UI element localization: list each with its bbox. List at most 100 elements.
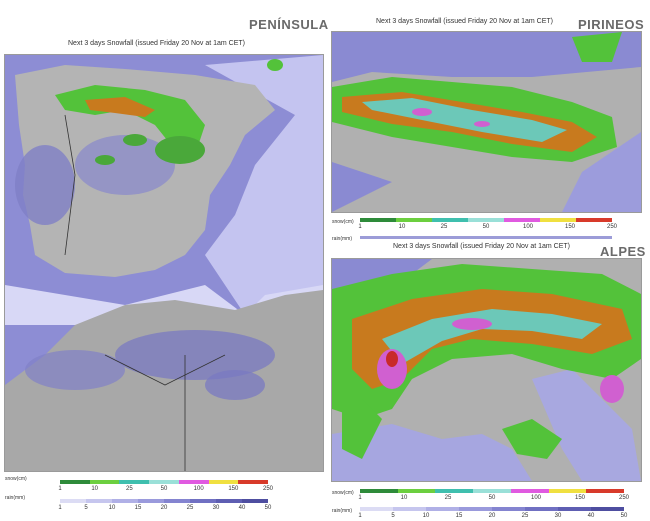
legend-tick-label: 25 [125, 486, 133, 492]
alpes-rain-bar [360, 507, 624, 511]
pirineos-map-title: Next 3 days Snowfall (issued Friday 20 N… [376, 18, 554, 25]
legend-color-segment [435, 489, 474, 493]
legend-tick-label: 10 [400, 495, 408, 501]
snow-patch [95, 155, 115, 165]
legend-color-segment [208, 480, 239, 484]
snow-patch [267, 59, 283, 71]
legend-color-segment [525, 507, 558, 511]
legend-color-segment [360, 489, 398, 493]
legend-tick-label: 40 [587, 513, 595, 519]
legend-color-segment [238, 480, 268, 484]
legend-color-segment [492, 507, 525, 511]
legend-tick-label: 50 [620, 513, 628, 519]
legend-color-segment [360, 218, 396, 222]
legend-tick-label: 50 [482, 224, 490, 230]
legend-color-segment [576, 218, 612, 222]
legend-color-segment [432, 218, 468, 222]
pirineos-snow-teal [362, 98, 567, 142]
alpes-map-title: Next 3 days Snowfall (issued Friday 20 N… [393, 243, 571, 250]
legend-tick-label: 150 [228, 486, 239, 492]
legend-tick-label: 250 [618, 495, 630, 501]
legend-tick-label: 25 [440, 224, 448, 230]
pirineos-rain-key: rain(mm) [332, 236, 352, 242]
alpes-snow-pink [600, 375, 624, 403]
legend-tick-label: 10 [398, 224, 406, 230]
legend-color-segment [164, 499, 190, 503]
legend-color-segment [242, 499, 268, 503]
rain-patch [205, 370, 265, 400]
pirineos-snow-key: snow(cm) [332, 219, 354, 225]
alpes-rain-ticks: 1 5 10 15 20 25 30 40 50 [358, 513, 627, 520]
peninsula-map-title: Next 3 days Snowfall (issued Friday 20 N… [68, 40, 246, 47]
legend-tick-label: 25 [186, 505, 194, 511]
legend-color-segment [60, 499, 86, 503]
rain-color-bar [60, 499, 268, 503]
snow-color-bar [60, 480, 268, 484]
legend-color-segment [426, 507, 459, 511]
pirineos-snow-pink [474, 121, 490, 127]
legend-tick-label: 20 [160, 505, 168, 511]
peninsula-label: PENÍNSULA [249, 17, 329, 32]
legend-color-segment [397, 489, 436, 493]
pirineos-sea-north [332, 32, 641, 82]
alpes-sea-adriatic [532, 369, 641, 481]
legend-tick-label: 40 [238, 505, 246, 511]
rain-patch [115, 330, 275, 380]
rain-patch [15, 145, 75, 225]
legend-tick-label: 1 [58, 505, 62, 511]
legend-tick-label: 10 [108, 505, 116, 511]
legend-color-segment [119, 480, 150, 484]
legend-tick-label: 100 [193, 486, 204, 492]
legend-color-segment [558, 507, 591, 511]
legend-color-segment [60, 480, 90, 484]
rain-key-label: rain(mm) [5, 495, 25, 501]
legend-tick-label: 30 [554, 513, 562, 519]
legend-color-segment [510, 489, 549, 493]
legend-tick-label: 250 [606, 224, 618, 230]
alpes-snow-bar [360, 489, 624, 493]
rain-patch [75, 135, 175, 195]
pirineos-label: PIRINEOS [578, 17, 645, 32]
alpes-map[interactable] [331, 258, 642, 482]
border-line [64, 114, 76, 256]
rain-patch [25, 350, 125, 390]
legend-color-segment [149, 480, 179, 484]
legend-color-segment [360, 507, 393, 511]
snow-key-label: snow(cm) [5, 476, 27, 482]
alpes-snow-pink [452, 318, 492, 330]
pirineos-snow-pink [412, 108, 432, 116]
pirineos-map[interactable] [331, 31, 642, 213]
legend-tick-label: 250 [262, 486, 274, 492]
pirineos-rain-se [562, 132, 641, 212]
legend-color-segment [178, 480, 209, 484]
rain-ticks: 1 5 10 15 20 25 30 40 50 [58, 505, 271, 513]
legend-tick-label: 20 [488, 513, 496, 519]
legend-tick-label: 150 [564, 224, 576, 230]
snow-deep [85, 97, 155, 117]
legend-color-segment [459, 507, 492, 511]
legend-color-segment [540, 218, 576, 222]
pirineos-snow-ne [572, 32, 622, 62]
legend-color-segment [591, 507, 624, 511]
alpes-snow-ticks: 1 10 25 50 100 150 250 [358, 495, 629, 503]
legend-tick-label: 150 [574, 495, 586, 501]
snow-patch [123, 134, 147, 146]
legend-tick-label: 10 [422, 513, 430, 519]
legend-tick-label: 1 [358, 495, 362, 501]
legend-tick-label: 30 [212, 505, 220, 511]
legend-tick-label: 100 [522, 224, 534, 230]
legend-color-segment [468, 218, 504, 222]
legend-tick-label: 25 [444, 495, 452, 501]
snow-patch [155, 136, 205, 164]
legend-color-segment [138, 499, 164, 503]
mediterranean-light [205, 55, 323, 355]
legend-color-segment [586, 489, 624, 493]
legend-tick-label: 50 [488, 495, 496, 501]
legend-tick-label: 1 [58, 486, 62, 492]
legend-tick-label: 10 [91, 486, 98, 492]
peninsula-map[interactable] [4, 54, 324, 472]
legend-tick-label: 15 [455, 513, 463, 519]
legend-tick-label: 100 [530, 495, 542, 501]
alpes-snow-red [386, 351, 398, 367]
legend-color-segment [216, 499, 242, 503]
